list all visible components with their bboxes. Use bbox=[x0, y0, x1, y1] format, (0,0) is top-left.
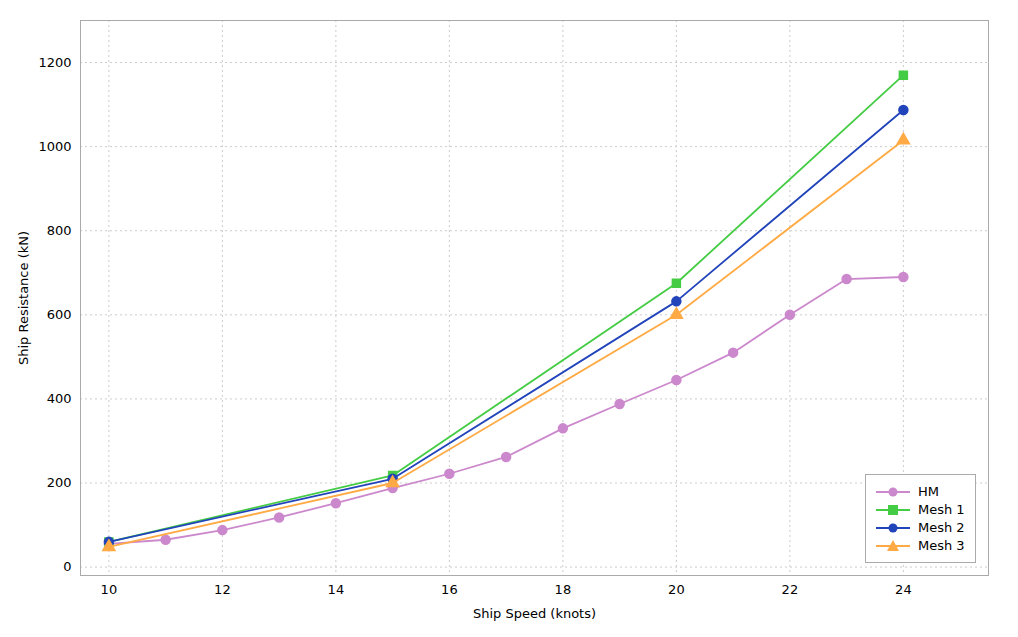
svg-text:0: 0 bbox=[63, 559, 71, 574]
svg-text:24: 24 bbox=[895, 582, 912, 597]
html-text:Mesh 2: Mesh 2 bbox=[918, 520, 965, 535]
svg-text:Ship Resistance (kN): Ship Resistance (kN) bbox=[16, 231, 31, 365]
svg-text:22: 22 bbox=[782, 582, 799, 597]
svg-text:1000: 1000 bbox=[38, 139, 71, 154]
svg-text:1200: 1200 bbox=[38, 55, 71, 70]
svg-text:200: 200 bbox=[47, 475, 72, 490]
html-text:HM: HM bbox=[918, 484, 939, 499]
svg-text:600: 600 bbox=[47, 307, 72, 322]
html-text:Mesh 3: Mesh 3 bbox=[918, 538, 965, 553]
html-text:Mesh 1: Mesh 1 bbox=[918, 502, 965, 517]
svg-text:400: 400 bbox=[47, 391, 72, 406]
svg-text:14: 14 bbox=[328, 582, 345, 597]
svg-text:16: 16 bbox=[441, 582, 458, 597]
svg-text:Ship Speed (knots): Ship Speed (knots) bbox=[473, 606, 596, 621]
svg-text:18: 18 bbox=[555, 582, 572, 597]
svg-text:800: 800 bbox=[47, 223, 72, 238]
svg-text:20: 20 bbox=[668, 582, 685, 597]
svg-text:10: 10 bbox=[101, 582, 118, 597]
svg-text:12: 12 bbox=[214, 582, 231, 597]
